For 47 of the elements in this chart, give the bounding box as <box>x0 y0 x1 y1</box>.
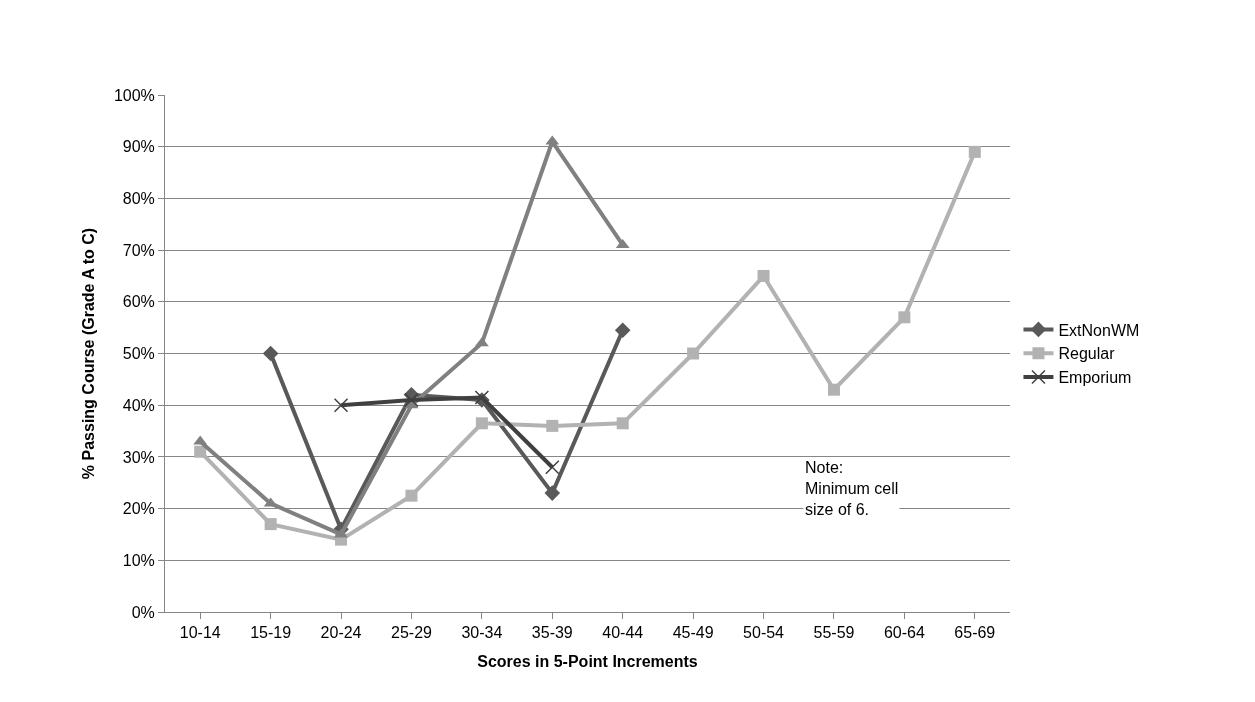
point <box>404 392 419 408</box>
y-tick-label: 20% <box>122 500 155 518</box>
y-tick-label: 60% <box>122 293 155 311</box>
x-tick-label: 15-19 <box>250 624 292 642</box>
y-tick-label: 100% <box>113 86 155 104</box>
point <box>968 145 981 158</box>
x-tick-label: 40-44 <box>602 624 644 642</box>
x-tick-label: 60-64 <box>883 624 925 642</box>
point <box>827 383 840 396</box>
x-tick-label: 65-69 <box>954 624 996 642</box>
y-tick-label: 80% <box>122 190 155 207</box>
y-tick-label: 0% <box>131 603 155 621</box>
point <box>475 417 488 430</box>
x-tick-label: 20-24 <box>320 624 362 642</box>
point <box>333 397 349 413</box>
point <box>264 518 277 531</box>
y-tick-label: 40% <box>122 396 155 414</box>
x-tick-label: 50-54 <box>743 624 785 642</box>
y-tick-label: 90% <box>122 138 155 156</box>
x-tick-label: 30-34 <box>461 624 503 642</box>
y-tick-label: 10% <box>122 551 155 569</box>
legend-label: Emporium <box>1058 369 1132 387</box>
point <box>405 489 418 502</box>
x-tick-label: 55-59 <box>813 624 855 642</box>
point <box>262 345 279 362</box>
point <box>757 269 770 282</box>
x-tick-label: 35-39 <box>531 624 573 642</box>
x-tick-label: 45-49 <box>672 624 714 642</box>
y-tick-label: 70% <box>122 241 155 259</box>
point <box>616 417 629 430</box>
annotation: Note: Minimum cell size of 6. <box>805 459 899 518</box>
point <box>546 419 559 432</box>
y-axis-title: % Passing Course (Grade A to C) <box>79 227 97 480</box>
x-tick-label: 25-29 <box>391 624 433 642</box>
x-tick-label: 10-14 <box>179 624 221 642</box>
point <box>614 322 631 339</box>
point <box>898 311 911 324</box>
y-tick-label: 30% <box>122 448 155 466</box>
point <box>544 485 561 501</box>
point <box>334 528 348 538</box>
legend-label: Regular <box>1058 345 1116 363</box>
point <box>687 347 700 360</box>
legend-label: ExtNonWM <box>1058 321 1140 339</box>
x-axis-title: Scores in 5-Point Increments <box>477 652 698 670</box>
point <box>545 459 560 475</box>
point <box>194 445 207 458</box>
y-tick-label: 50% <box>122 345 155 363</box>
